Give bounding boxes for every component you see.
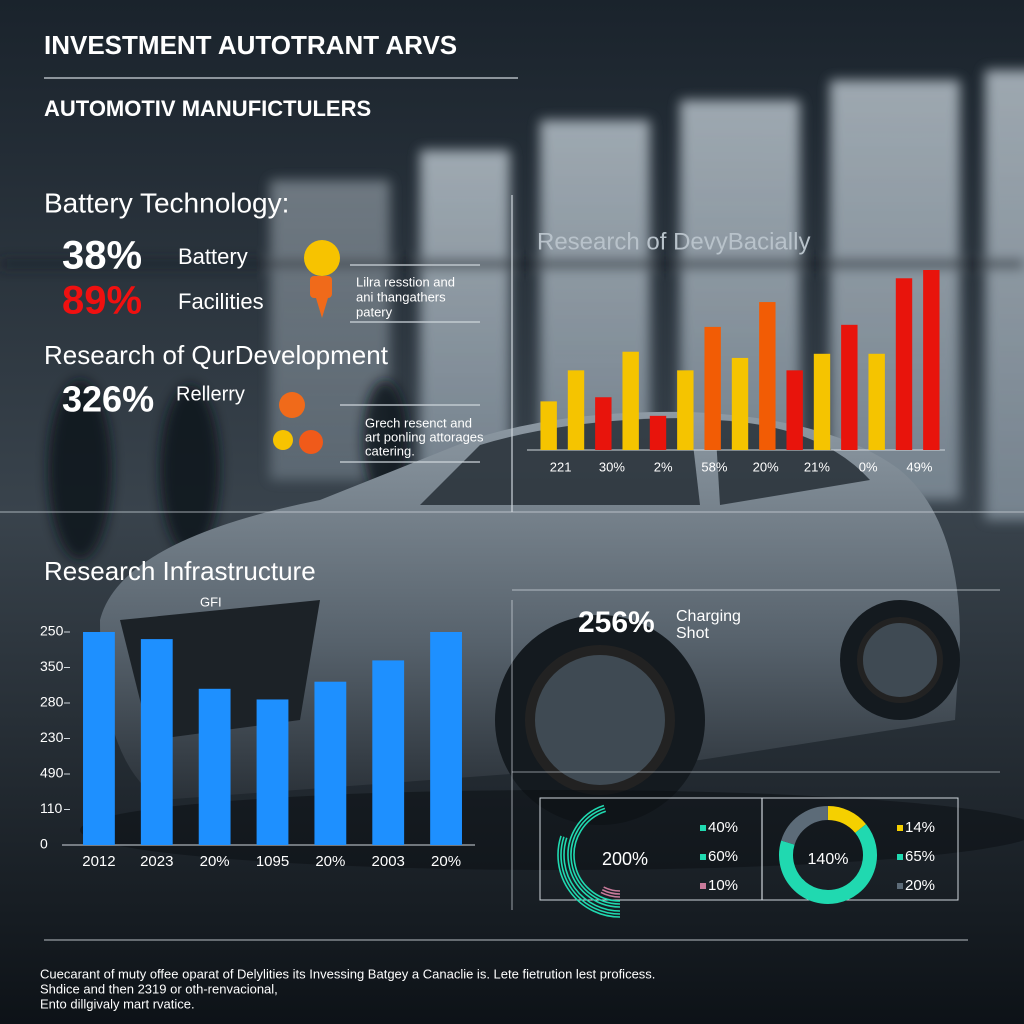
bar (540, 401, 557, 450)
bar (649, 415, 667, 450)
donut-segment (779, 824, 877, 904)
legend-swatch (700, 825, 706, 831)
bar (595, 397, 612, 450)
x-tick-label: 20% (315, 853, 345, 870)
legend-swatch (700, 883, 706, 889)
y-tick-label: 0 (40, 836, 48, 852)
legend-label: 20% (905, 877, 935, 894)
center-label: 140% (808, 851, 849, 868)
bar (731, 357, 749, 450)
bulb-icon (304, 240, 340, 318)
gauge-arc (573, 810, 621, 902)
stat-figure: 89% (62, 279, 142, 323)
legend-label: 14% (905, 819, 935, 836)
bar (256, 699, 289, 845)
x-tick-label: 1095 (256, 853, 289, 870)
gauge-arc (567, 804, 621, 908)
legend-label: 65% (905, 848, 935, 865)
bar (895, 278, 913, 450)
gauge-arc (560, 836, 621, 915)
bar (83, 632, 115, 845)
stat-label: Rellerry (176, 383, 245, 405)
battery-heading: Battery Technology: (44, 187, 289, 218)
legend-label: 10% (708, 877, 738, 894)
center-label: 200% (602, 849, 648, 869)
bar (704, 326, 721, 450)
chart-title: Research of DevyBacially (537, 228, 810, 255)
bar (677, 370, 694, 450)
x-tick-label: 2023 (140, 853, 173, 870)
footnote: Ento dillgivaly mart rvatice. (40, 996, 195, 1011)
x-tick-label: 20% (431, 853, 461, 870)
x-label: 21% (804, 459, 830, 474)
charging-label: Charging (676, 608, 741, 625)
research-heading: Research of QurDevelopment (44, 340, 389, 370)
y-tick-label: 230 (40, 729, 64, 745)
x-label: 49% (906, 459, 932, 474)
bar (622, 351, 639, 450)
note: Grech resenct and (365, 415, 472, 430)
bar (314, 681, 347, 845)
legend-label: 40% (708, 819, 738, 836)
x-tick-label: 2003 (372, 853, 405, 870)
legend-swatch (897, 854, 903, 860)
legend-label: 60% (708, 848, 738, 865)
y-tick-label: 490 (40, 765, 64, 781)
y-tick-label: 350 (40, 658, 64, 674)
x-label: 2% (654, 459, 673, 474)
bar (140, 639, 173, 845)
x-tick-label: 2012 (82, 853, 115, 870)
infra-heading: Research Infrastructure (44, 556, 316, 586)
note: ani thangathers (356, 289, 446, 304)
bar (430, 632, 462, 845)
donut-segment (781, 806, 829, 845)
x-label: 58% (701, 459, 727, 474)
bar (868, 353, 885, 450)
x-label: 221 (550, 459, 572, 474)
y-tick-label: 110 (40, 800, 63, 816)
gauge-arc (600, 891, 621, 898)
stat-figure: 326% (62, 379, 154, 420)
x-label: 20% (753, 459, 779, 474)
x-label: 30% (599, 459, 625, 474)
bar (567, 370, 585, 450)
ring-panel (539, 797, 959, 901)
gear-icon (273, 392, 323, 454)
note: Lilra resstion and (356, 274, 455, 289)
gauge-arc (563, 837, 621, 912)
subtitle: AUTOMOTIV MANUFICTULERS (44, 96, 371, 121)
bar (786, 370, 803, 450)
title: INVESTMENT AUTOTRANT ARVS (44, 30, 457, 60)
footnote: Cuecarant of muty offee oparat of Delyli… (40, 966, 655, 981)
stat-figure: 38% (62, 234, 142, 278)
legend-swatch (700, 854, 706, 860)
legend-swatch (897, 825, 903, 831)
bar (841, 324, 858, 450)
footnote: Shdice and then 2319 or oth-renvacional, (40, 981, 278, 996)
note: patery (356, 304, 393, 319)
bar (759, 302, 776, 450)
bar (198, 688, 231, 845)
gauge-arc (601, 889, 621, 895)
y-tick-label: 280 (40, 694, 64, 710)
stat-label: Battery (178, 244, 248, 269)
gauge-arc (603, 886, 621, 892)
legend-swatch (897, 883, 903, 889)
y-tick-label: 250 (40, 623, 64, 639)
note: art ponling attorages (365, 429, 484, 444)
note: catering. (365, 443, 415, 458)
stat-label: Facilities (178, 289, 264, 314)
charging-label: Shot (676, 625, 709, 642)
donut-segment (827, 806, 866, 834)
x-label: 0% (859, 459, 878, 474)
bar (813, 353, 831, 450)
charging-figure: 256% (578, 606, 655, 639)
x-tick-label: 20% (200, 853, 230, 870)
gauge-arc (557, 835, 621, 918)
bar (372, 660, 405, 845)
bar (923, 270, 940, 450)
gauge-arc (570, 807, 621, 905)
infra-tag: GFI (200, 594, 222, 609)
